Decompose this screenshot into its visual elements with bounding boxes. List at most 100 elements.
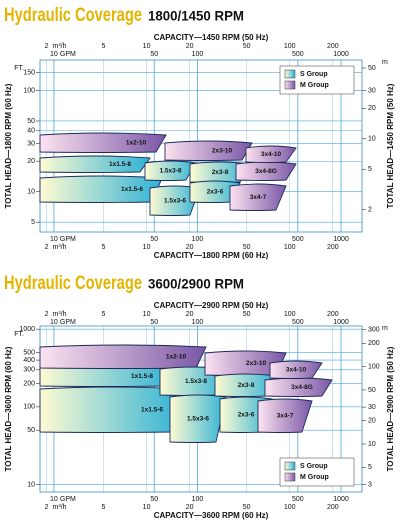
y-unit: FT.	[14, 331, 24, 338]
x-tick-label: 10	[50, 236, 58, 243]
y-axis-label: TOTAL HEAD—1800 RPM (60 Hz)	[4, 83, 13, 208]
x2-tick-label: 200	[327, 311, 339, 318]
region-label: 3x4-7	[250, 194, 267, 201]
y2-tick-label: 3	[368, 481, 372, 488]
legend-label: M Group	[300, 474, 329, 481]
x2-tick-label: 100	[284, 311, 296, 318]
coverage-region	[39, 155, 151, 173]
m3h-unit: m³/h	[53, 504, 67, 511]
y-tick-label: 1000	[19, 326, 35, 333]
y-tick-label: 300	[23, 367, 35, 374]
region-label: 1x2-10	[126, 140, 147, 147]
coverage-region	[229, 183, 287, 211]
coverage-region	[39, 175, 163, 203]
m3h-unit: m³/h	[53, 244, 67, 251]
y-tick-label: 50	[27, 118, 35, 125]
x-axis-label: CAPACITY—1800 RPM (60 Hz)	[154, 251, 269, 260]
x-tick-label: 1000	[333, 319, 349, 326]
region-label: 2x3-10	[246, 360, 267, 367]
x2-tick-label: 20	[186, 244, 194, 251]
x2-tick-label: 20	[186, 504, 194, 511]
x-tick-label: 50	[150, 51, 158, 58]
y-tick-label: 100	[23, 404, 35, 411]
y2-tick-label: 100	[368, 363, 380, 370]
y-tick-label: 150	[23, 69, 35, 76]
y-tick-label: 40	[27, 128, 35, 135]
y-tick-label: 200	[23, 380, 35, 387]
x2-tick-label: 10	[143, 244, 151, 251]
region-label: 1.5x3-8	[159, 168, 181, 175]
region-label: 1x1.5-6	[121, 186, 143, 193]
x-tick-label: 500	[292, 236, 304, 243]
coverage-region	[164, 140, 253, 161]
x2-tick-label: 200	[327, 504, 339, 511]
x2-tick-label: 5	[102, 504, 106, 511]
y-tick-label: 10	[27, 481, 35, 488]
x-tick-label: 10	[50, 51, 58, 58]
coverage-region	[257, 398, 313, 433]
x2-tick-label: 2	[45, 43, 49, 50]
y-tick-label: 20	[27, 158, 35, 165]
region-label: 1x2-10	[166, 354, 187, 361]
x2-tick-label: 100	[284, 43, 296, 50]
chart-title: Hydraulic Coverage	[4, 5, 142, 26]
gpm-unit: GPM	[60, 496, 76, 503]
y-unit: FT.	[14, 65, 24, 72]
x-tick-label: 100	[192, 319, 204, 326]
x2-tick-label: 2	[45, 504, 49, 511]
y2-tick-label: 200	[368, 340, 380, 347]
x-tick-label: 50	[150, 236, 158, 243]
region-label: 1.5x3-6	[164, 198, 186, 205]
legend-swatch	[284, 461, 296, 471]
region-label: 1x1.5-8	[131, 373, 153, 380]
y2-tick-label: 300	[368, 327, 380, 334]
x-tick-label: 100	[192, 496, 204, 503]
region-label: 3x4-10	[286, 367, 307, 374]
region-label: 1x1.5-6	[141, 407, 163, 414]
x2-tick-label: 2	[45, 244, 49, 251]
y2-tick-label: 30	[368, 404, 376, 411]
x-axis-label: CAPACITY—2900 RPM (50 Hz)	[154, 301, 269, 310]
x-tick-label: 10	[50, 496, 58, 503]
gpm-unit: GPM	[60, 51, 76, 58]
legend-label: S Group	[300, 463, 328, 470]
legend-label: S Group	[300, 71, 328, 78]
legend-label: M Group	[300, 82, 329, 89]
x-tick-label: 50	[150, 496, 158, 503]
x2-tick-label: 100	[284, 504, 296, 511]
x2-tick-label: 50	[243, 504, 251, 511]
y-tick-label: 30	[27, 140, 35, 147]
gpm-unit: GPM	[60, 319, 76, 326]
coverage-region	[169, 394, 227, 443]
region-label: 1.5x3-6	[187, 416, 209, 423]
y2-unit: m	[382, 325, 388, 332]
region-label: 3x4-7	[277, 413, 294, 420]
coverage-region	[269, 360, 323, 379]
x2-tick-label: 100	[284, 244, 296, 251]
chart-subtitle: 3600/2900 RPM	[148, 276, 244, 292]
x-tick-label: 1000	[333, 496, 349, 503]
x2-tick-label: 10	[143, 311, 151, 318]
x-tick-label: 10	[50, 319, 58, 326]
x2-tick-label: 5	[102, 43, 106, 50]
x-tick-label: 100	[192, 236, 204, 243]
y-tick-label: 100	[23, 87, 35, 94]
x-tick-label: 500	[292, 51, 304, 58]
y2-tick-label: 30	[368, 87, 376, 94]
x2-tick-label: 20	[186, 311, 194, 318]
y2-tick-label: 10	[368, 441, 376, 448]
y2-tick-label: 50	[368, 387, 376, 394]
m3h-unit: m³/h	[53, 311, 67, 318]
x-axis-label: CAPACITY—1450 RPM (50 Hz)	[154, 33, 269, 42]
chart-title: Hydraulic Coverage	[4, 273, 142, 294]
x2-tick-label: 5	[102, 244, 106, 251]
x-tick-label: 100	[192, 51, 204, 58]
x2-tick-label: 50	[243, 244, 251, 251]
coverage-region	[39, 132, 167, 153]
region-label: 1.5x3-8	[185, 378, 207, 385]
y-tick-label: 5	[31, 219, 35, 226]
x-tick-label: 500	[292, 319, 304, 326]
x2-tick-label: 2	[45, 311, 49, 318]
